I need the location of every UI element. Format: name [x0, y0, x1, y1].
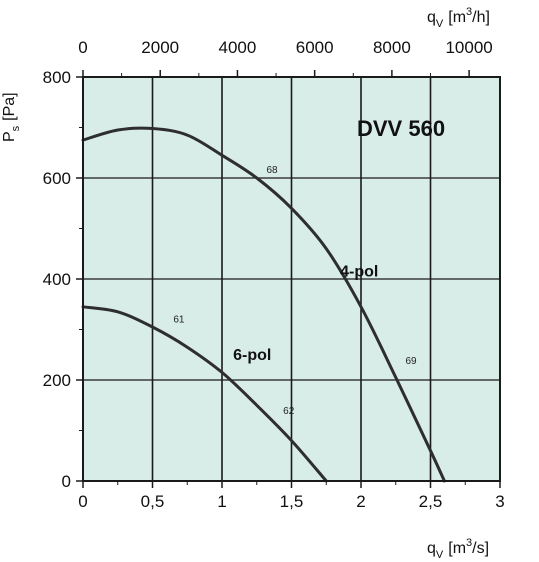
x2-tick-label: 6000: [296, 38, 334, 57]
x-tick-label: 0,5: [141, 492, 165, 511]
bottom-axis-title: qV [m3/s]: [427, 537, 489, 561]
x-tick-label: 3: [495, 492, 504, 511]
x2-tick-label: 0: [78, 38, 87, 57]
curve-label-4-pol: 4-pol: [340, 263, 378, 280]
chart-title: DVV 560: [357, 116, 445, 141]
x2-tick-label: 8000: [373, 38, 411, 57]
x2-tick-label: 10000: [445, 38, 492, 57]
efficiency-label: 62: [283, 406, 295, 417]
x2-tick-label: 4000: [219, 38, 257, 57]
efficiency-label: 68: [266, 165, 278, 176]
efficiency-label: 61: [173, 314, 185, 325]
x-tick-label: 0: [78, 492, 87, 511]
x-tick-label: 1,5: [280, 492, 304, 511]
y-axis-title: Ps[Pa]: [1, 92, 22, 142]
x-tick-label: 2: [356, 492, 365, 511]
curve-4-pol: [81, 126, 446, 483]
x2-tick-label: 2000: [141, 38, 179, 57]
top-axis-title: qV [m3/h]: [427, 6, 490, 30]
x-tick-label: 1: [217, 492, 226, 511]
y-tick-label: 400: [43, 270, 71, 289]
curve-label-6-pol: 6-pol: [233, 347, 271, 364]
efficiency-label: 69: [405, 356, 417, 367]
y-tick-label: 800: [43, 68, 71, 87]
y-tick-label: 0: [62, 472, 71, 491]
y-tick-label: 600: [43, 169, 71, 188]
y-tick-label: 200: [43, 371, 71, 390]
x-tick-label: 2,5: [419, 492, 443, 511]
curve-6-pol: [81, 305, 328, 483]
grid-lines: [83, 77, 500, 481]
performance-curves: 68 69 4-pol 61 62 6-pol: [81, 126, 446, 483]
tick-labels: 0 0,5 1 1,5 2 2,5 3 0 2000 4000 6000 8000 10000 0 200 4…: [43, 38, 505, 511]
